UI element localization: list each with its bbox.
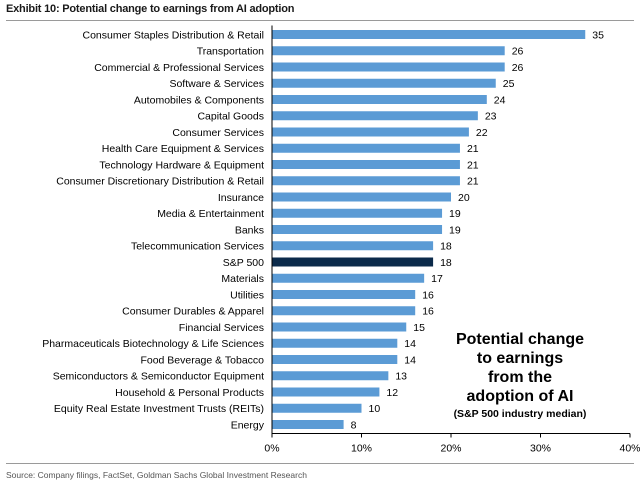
- bar: [272, 30, 586, 39]
- bar: [272, 62, 505, 72]
- data-label: 26: [512, 46, 524, 58]
- data-label: 21: [467, 143, 479, 155]
- category-label: Transportation: [197, 46, 264, 58]
- x-tick-label: 0%: [264, 443, 279, 455]
- data-label: 35: [592, 29, 604, 41]
- category-label: Health Care Equipment & Services: [102, 143, 264, 155]
- bar: [272, 192, 451, 202]
- title-divider: [6, 20, 634, 21]
- category-label: Utilities: [230, 289, 264, 301]
- data-label: 21: [467, 159, 479, 171]
- data-label: 19: [449, 208, 461, 220]
- data-label: 8: [351, 419, 357, 431]
- category-label: Banks: [235, 224, 264, 236]
- bar: [272, 225, 443, 234]
- x-tick-label: 40%: [619, 443, 640, 455]
- bar: [272, 355, 398, 364]
- category-label: Equity Real Estate Investment Trusts (RE…: [54, 403, 264, 415]
- data-label: 23: [485, 111, 497, 123]
- data-label: 19: [449, 224, 461, 236]
- bar: [272, 95, 487, 104]
- data-label: 14: [404, 354, 416, 366]
- x-tick-label: 30%: [530, 443, 551, 455]
- data-label: 24: [494, 94, 506, 106]
- data-label: 16: [422, 289, 434, 301]
- bar: [272, 160, 460, 169]
- category-label: Consumer Durables & Apparel: [122, 306, 264, 318]
- bar: [272, 78, 496, 88]
- bar: [272, 176, 460, 186]
- category-label: Materials: [221, 273, 264, 285]
- bar: [272, 322, 407, 332]
- category-label: Media & Entertainment: [157, 208, 264, 220]
- data-label: 26: [512, 62, 524, 74]
- category-label: Pharmaceuticals Biotechnology & Life Sci…: [42, 338, 264, 350]
- exhibit-title: Exhibit 10: Potential change to earnings…: [6, 3, 295, 15]
- category-label: Technology Hardware & Equipment: [99, 159, 264, 171]
- bar: [272, 403, 362, 413]
- bar: [272, 387, 380, 397]
- bar: [272, 371, 389, 381]
- bar-chart: Consumer Staples Distribution & Retail 35…: [42, 25, 640, 455]
- bar: [272, 306, 416, 316]
- chart-annotation: Potential change to earnings from the ad…: [405, 330, 635, 420]
- data-label: 10: [369, 403, 381, 415]
- x-tick-label: 20%: [440, 443, 461, 455]
- data-label: 16: [422, 306, 434, 318]
- category-label: Consumer Staples Distribution & Retail: [83, 29, 265, 41]
- category-label: Software & Services: [169, 78, 264, 90]
- data-label: 18: [440, 257, 452, 269]
- bar: [272, 127, 469, 137]
- category-label: S&P 500: [223, 257, 264, 269]
- annotation-subtitle: (S&P 500 industry median): [453, 408, 587, 420]
- category-label: Household & Personal Products: [115, 387, 264, 399]
- source-note: Source: Company filings, FactSet, Goldma…: [6, 470, 307, 480]
- category-label: Insurance: [218, 192, 264, 204]
- category-label: Food Beverage & Tobacco: [140, 354, 264, 366]
- bar: [272, 420, 344, 429]
- data-label: 14: [404, 338, 416, 350]
- data-label: 20: [458, 192, 470, 204]
- category-label: Automobiles & Components: [134, 94, 264, 106]
- bar: [272, 273, 425, 283]
- x-tick-label: 10%: [351, 443, 372, 455]
- bar: [272, 46, 505, 56]
- bar: [272, 290, 416, 299]
- annotation-main-text: Potential change to earnings from the ad…: [455, 331, 585, 405]
- bar: [272, 143, 460, 153]
- source-divider: [6, 463, 634, 464]
- data-label: 25: [503, 78, 515, 90]
- category-label: Energy: [231, 419, 265, 431]
- category-label: Telecommunication Services: [131, 241, 264, 253]
- bar: [272, 241, 434, 251]
- data-label: 18: [440, 241, 452, 253]
- category-label: Consumer Discretionary Distribution & Re…: [56, 176, 264, 188]
- data-label: 21: [467, 176, 479, 188]
- bar: [272, 111, 478, 121]
- category-label: Semiconductors & Semiconductor Equipment: [53, 371, 264, 383]
- data-label: 17: [431, 273, 443, 285]
- bar-highlight: [272, 257, 434, 267]
- category-label: Financial Services: [179, 322, 264, 334]
- data-label: 15: [413, 322, 425, 334]
- category-label: Capital Goods: [197, 111, 264, 123]
- data-label: 12: [386, 387, 398, 399]
- bar: [272, 208, 443, 218]
- bar: [272, 338, 398, 348]
- data-label: 22: [476, 127, 488, 139]
- data-label: 13: [395, 371, 407, 383]
- category-label: Consumer Services: [172, 127, 264, 139]
- category-label: Commercial & Professional Services: [94, 62, 264, 74]
